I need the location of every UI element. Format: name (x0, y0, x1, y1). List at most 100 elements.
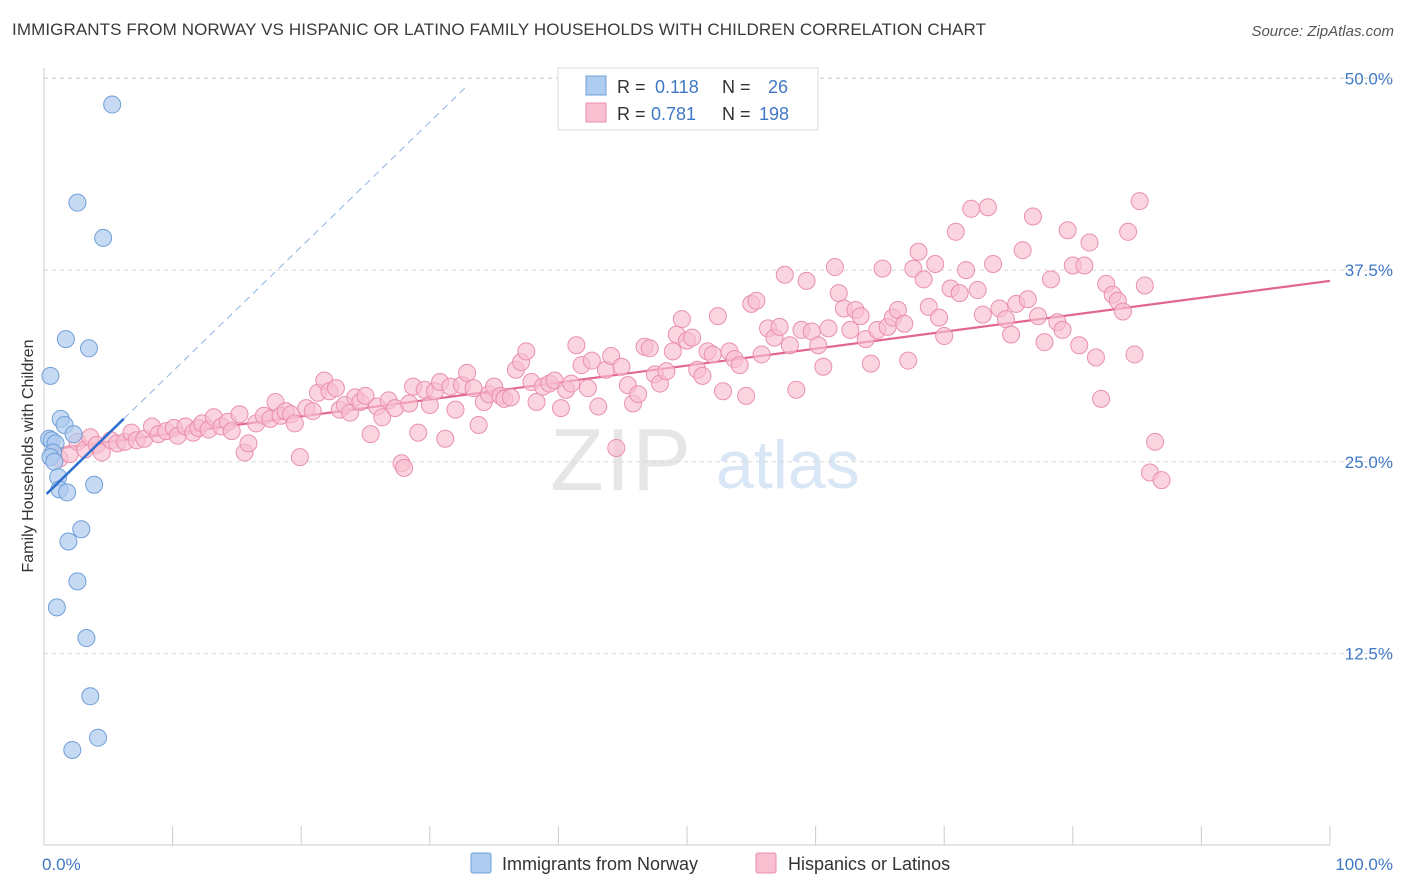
data-point-hispanic (230, 405, 249, 424)
data-point-hispanic (909, 242, 928, 261)
data-point-hispanic (770, 317, 789, 336)
data-point-norway (103, 95, 122, 114)
y-tick-label: 50.0% (1345, 70, 1393, 89)
data-point-hispanic (962, 199, 981, 218)
data-point-hispanic (841, 320, 860, 339)
data-point-hispanic (873, 259, 892, 278)
chart-title: IMMIGRANTS FROM NORWAY VS HISPANIC OR LA… (12, 20, 987, 39)
data-point-hispanic (578, 379, 597, 398)
data-point-norway (68, 193, 87, 212)
data-point-hispanic (780, 336, 799, 355)
data-point-hispanic (373, 408, 392, 427)
data-point-hispanic (303, 402, 322, 421)
stats-legend: R = 0.118 N = 26 R = 0.781 N = 198 (557, 67, 819, 131)
data-point-hispanic (708, 307, 727, 326)
data-point-hispanic (1041, 270, 1060, 289)
data-point-hispanic (567, 336, 586, 355)
data-point-hispanic (409, 423, 428, 442)
data-point-hispanic (1058, 221, 1077, 240)
data-point-hispanic (1080, 233, 1099, 252)
trend-line-norway-extension (123, 84, 469, 420)
data-point-hispanic (640, 339, 659, 358)
trend-lines (50, 84, 1331, 451)
data-point-norway (72, 520, 91, 539)
data-point-norway (63, 740, 82, 759)
data-point-hispanic (527, 392, 546, 411)
stats-n-label-1: N = (722, 77, 756, 97)
data-point-hispanic (469, 415, 488, 434)
data-point-norway (68, 572, 87, 591)
data-point-hispanic (326, 379, 345, 398)
data-point-hispanic (222, 422, 241, 441)
stats-r-label-1: R = (617, 77, 651, 97)
data-point-hispanic (1135, 276, 1154, 295)
data-point-norway (41, 366, 60, 385)
data-point-hispanic (968, 281, 987, 300)
data-point-hispanic (1152, 471, 1171, 490)
data-point-hispanic (672, 310, 691, 329)
x-tick-label-max: 100.0% (1335, 855, 1393, 874)
x-tick-label-min: 0.0% (42, 855, 81, 874)
data-point-hispanic (1119, 222, 1138, 241)
trend-line-norway (45, 417, 125, 495)
data-point-hispanic (657, 362, 676, 381)
stats-r-value-1: 0.118 (655, 77, 699, 97)
source-label: Source: ZipAtlas.com (1251, 23, 1394, 40)
y-tick-label: 25.0% (1345, 453, 1393, 472)
data-point-hispanic (395, 458, 414, 477)
data-point-hispanic (861, 354, 880, 373)
watermark-zip: ZIP (550, 410, 693, 509)
data-point-hispanic (973, 305, 992, 324)
data-point-norway (80, 339, 99, 358)
data-point-hispanic (1002, 325, 1021, 344)
legend-label-norway: Immigrants from Norway (502, 854, 698, 874)
data-point-hispanic (446, 400, 465, 419)
data-point-hispanic (703, 345, 722, 364)
data-point-hispanic (899, 351, 918, 370)
data-point-hispanic (730, 356, 749, 375)
data-point-norway (58, 483, 77, 502)
data-point-hispanic (926, 254, 945, 273)
data-point-norway (77, 629, 96, 648)
data-point-hispanic (239, 434, 258, 453)
stats-r-label-2: R = (617, 104, 651, 124)
data-point-hispanic (851, 307, 870, 326)
data-point-hispanic (1053, 320, 1072, 339)
series-legend: Immigrants from Norway Hispanics or Lati… (470, 852, 950, 874)
data-point-hispanic (1013, 241, 1032, 260)
data-point-hispanic (1023, 207, 1042, 226)
data-point-hispanic (501, 388, 520, 407)
data-point-norway (56, 330, 75, 349)
data-point-hispanic (356, 386, 375, 405)
data-point-hispanic (914, 270, 933, 289)
data-point-hispanic (285, 414, 304, 433)
data-point-norway (81, 687, 100, 706)
data-point-norway (89, 728, 108, 747)
series-hispanics-points (50, 192, 1171, 490)
data-point-hispanic (1092, 389, 1111, 408)
data-point-hispanic (1075, 256, 1094, 275)
stats-legend-swatch-blue (585, 75, 607, 96)
y-tick-label: 12.5% (1345, 644, 1393, 663)
data-point-norway (94, 228, 113, 247)
axes: 0.0% 100.0% (42, 68, 1393, 874)
data-point-hispanic (775, 265, 794, 284)
data-point-hispanic (92, 443, 111, 462)
data-point-hispanic (996, 310, 1015, 329)
legend-label-hispanic: Hispanics or Latinos (788, 854, 950, 874)
data-point-norway (59, 532, 78, 551)
stats-legend-swatch-pink (585, 102, 607, 123)
legend-swatch-hispanic (755, 852, 777, 874)
data-point-hispanic (1113, 302, 1132, 321)
data-point-norway (64, 425, 83, 444)
data-point-hispanic (957, 261, 976, 280)
stats-n-value-1: 26 (768, 77, 788, 97)
data-point-hispanic (683, 328, 702, 347)
y-tick-label: 37.5% (1345, 261, 1393, 280)
data-point-hispanic (825, 258, 844, 277)
data-point-hispanic (747, 291, 766, 310)
data-point-hispanic (984, 254, 1003, 273)
data-point-hispanic (1146, 432, 1165, 451)
data-point-hispanic (436, 429, 455, 448)
